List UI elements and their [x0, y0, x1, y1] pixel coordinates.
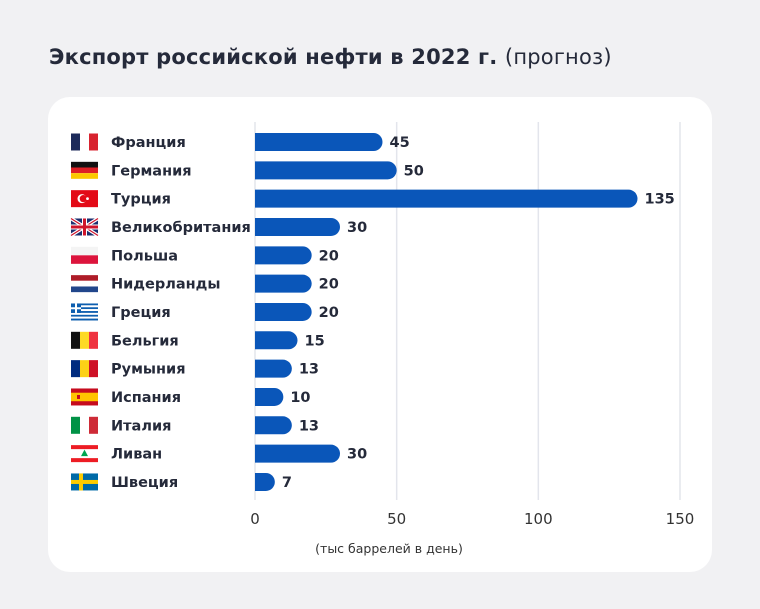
data-label: 135	[645, 192, 675, 208]
bar	[255, 189, 638, 208]
title-subtitle: (прогноз)	[504, 45, 612, 69]
data-label: 30	[347, 447, 367, 463]
data-label: 50	[404, 163, 424, 179]
bar	[255, 444, 340, 463]
category-label: Испания	[111, 390, 181, 406]
bar	[255, 217, 340, 236]
x-tick-label: 150	[666, 510, 695, 528]
data-label: 20	[319, 248, 339, 264]
flag-gr-icon	[71, 303, 98, 321]
flag-es-icon	[71, 388, 98, 406]
title-main: Экспорт российской нефти в 2022 г.	[49, 45, 498, 69]
data-label: 30	[347, 220, 367, 236]
bar	[255, 246, 312, 265]
flag-pl-icon	[71, 246, 98, 264]
chart-title: Экспорт российской нефти в 2022 г. (прог…	[49, 45, 612, 69]
data-label: 7	[282, 475, 292, 491]
category-label: Румыния	[111, 362, 186, 378]
data-label: 45	[390, 135, 410, 151]
category-label: Франция	[111, 135, 186, 151]
flag-be-icon	[71, 331, 98, 349]
category-label: Швеция	[111, 475, 178, 491]
flag-de-icon	[71, 161, 98, 179]
bar	[255, 274, 312, 293]
flag-it-icon	[71, 416, 98, 434]
data-label: 20	[319, 277, 339, 293]
category-label: Турция	[111, 192, 171, 208]
category-label: Греция	[111, 305, 171, 321]
data-label: 13	[299, 418, 319, 434]
category-label: Великобритания	[111, 220, 251, 236]
data-label: 10	[290, 390, 310, 406]
category-label: Германия	[111, 163, 192, 179]
flag-nl-icon	[71, 275, 98, 293]
category-label: Бельгия	[111, 333, 179, 349]
bar	[255, 161, 397, 180]
bar	[255, 387, 284, 406]
flag-tr-icon	[71, 190, 98, 208]
flag-ro-icon	[71, 360, 98, 378]
flag-fr-icon	[71, 133, 98, 151]
flag-gb-icon	[70, 217, 99, 237]
x-tick-label: 100	[524, 510, 553, 528]
x-tick-label: 50	[387, 510, 406, 528]
data-label: 20	[319, 305, 339, 321]
category-label: Польша	[111, 248, 178, 264]
category-label: Италия	[111, 418, 171, 434]
category-label: Ливан	[111, 447, 162, 463]
bar	[255, 359, 292, 378]
category-label: Нидерланды	[111, 277, 220, 293]
data-label: 13	[299, 362, 319, 378]
bar	[255, 472, 275, 491]
bar	[255, 416, 292, 435]
bar	[255, 133, 383, 151]
bar	[255, 331, 298, 350]
flag-se-icon	[71, 473, 98, 491]
flag-lb-icon	[71, 445, 98, 463]
bar	[255, 302, 312, 321]
data-label: 15	[305, 333, 325, 349]
x-tick-label: 0	[250, 510, 260, 528]
x-axis-label: (тыс баррелей в день)	[315, 541, 463, 556]
